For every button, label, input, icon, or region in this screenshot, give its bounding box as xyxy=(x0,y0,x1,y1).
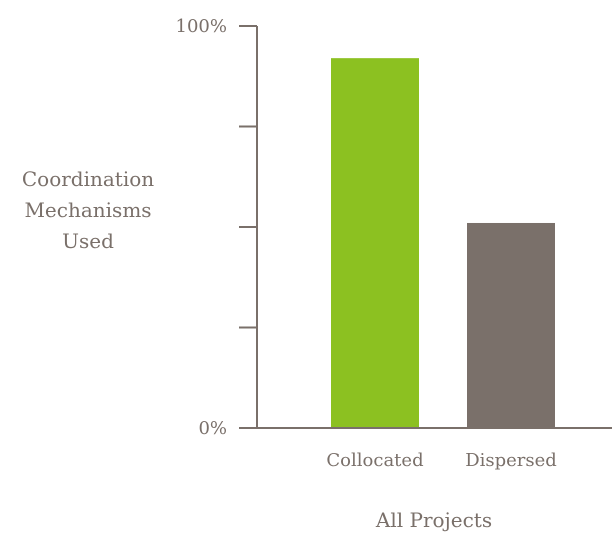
y-tick-label-0: 0% xyxy=(198,418,227,439)
y-axis-title-line-2: Mechanisms xyxy=(24,198,151,222)
y-ticks-group xyxy=(239,25,257,429)
category-label-collocated: Collocated xyxy=(326,450,423,471)
y-axis-title: Coordination Mechanisms Used xyxy=(22,167,154,253)
category-labels-group: Collocated Dispersed xyxy=(326,450,556,471)
bar-dispersed xyxy=(467,222,555,428)
y-tick-label-100: 100% xyxy=(176,16,227,37)
y-axis-title-line-3: Used xyxy=(62,229,114,253)
y-axis-title-line-1: Coordination xyxy=(22,167,154,191)
category-label-dispersed: Dispersed xyxy=(465,450,557,471)
y-tick-labels-group: 0% 100% xyxy=(176,16,227,439)
x-axis-title: All Projects xyxy=(375,508,492,532)
bar-collocated xyxy=(331,58,419,428)
bars-group xyxy=(331,58,555,428)
